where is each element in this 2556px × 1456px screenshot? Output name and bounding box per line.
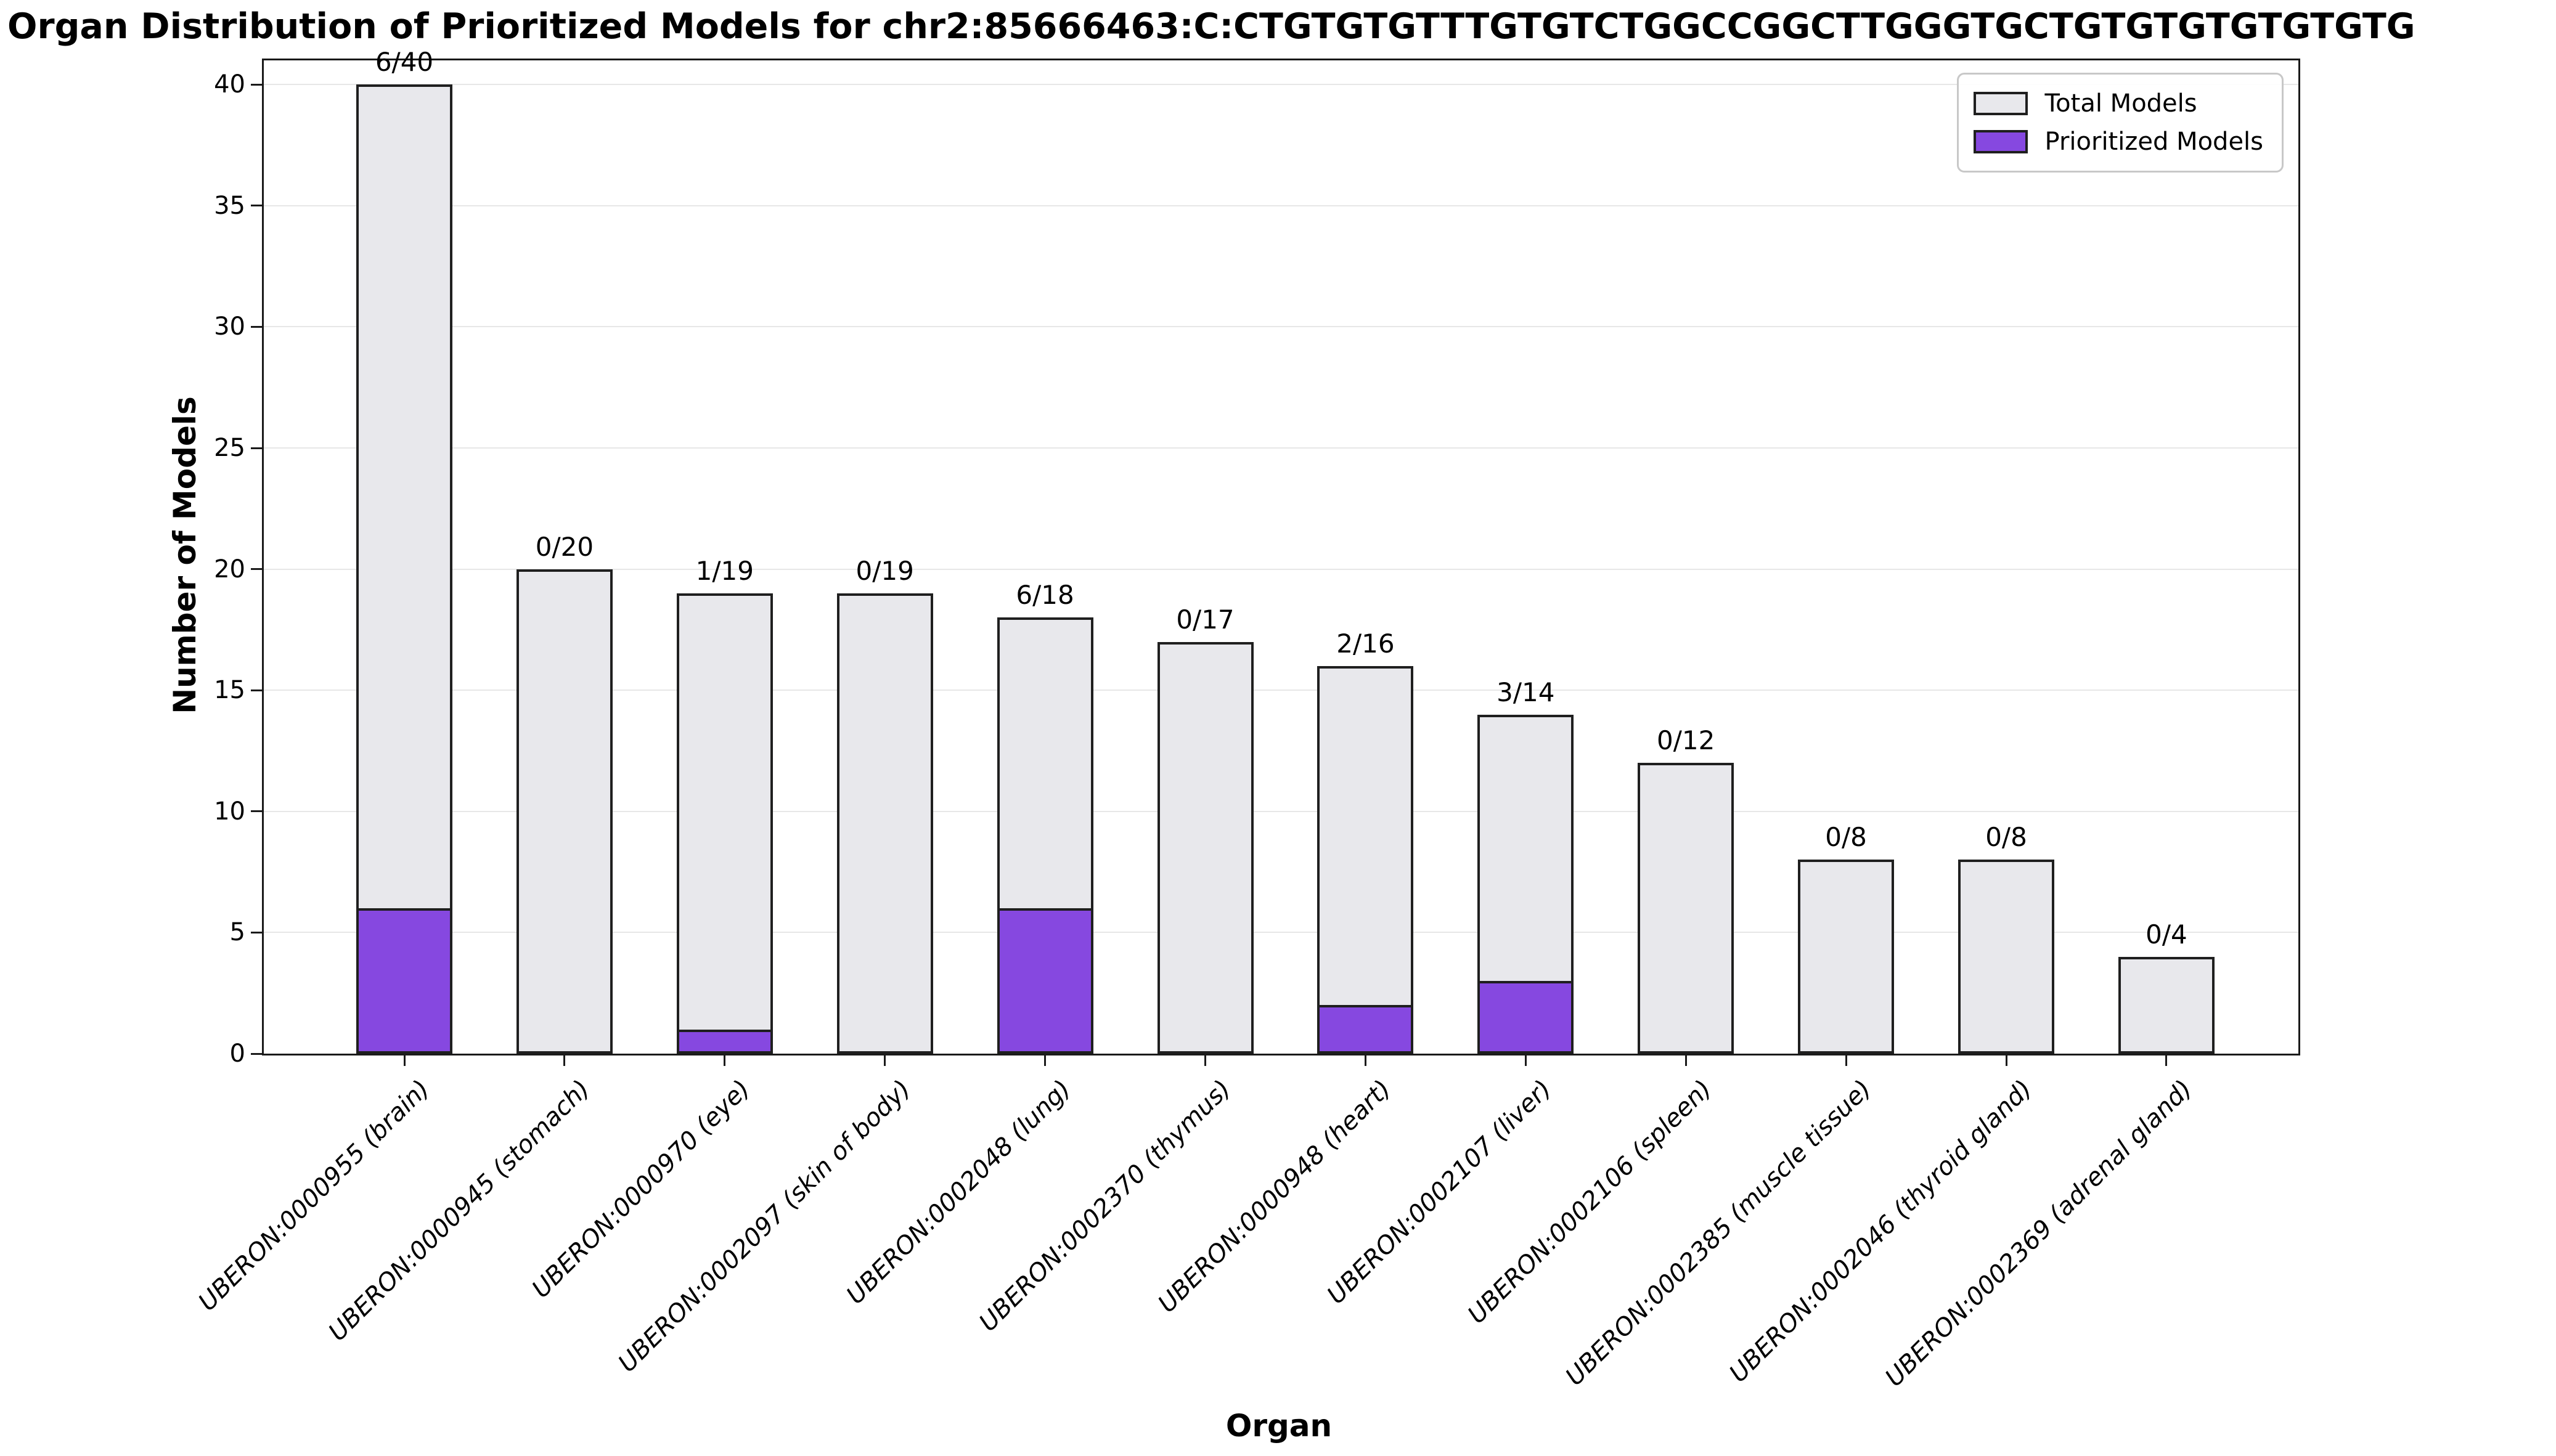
y-tick-label-40: 40 <box>214 70 245 99</box>
bar-total-11 <box>1958 860 2054 1054</box>
x-tick-mark-4 <box>884 1055 886 1066</box>
bar-value-label-1: 6/40 <box>375 47 434 78</box>
x-axis-title: Organ <box>1225 1408 1333 1444</box>
bar-total-10 <box>1798 860 1895 1054</box>
x-tick-mark-7 <box>1364 1055 1366 1066</box>
gridline-y-15 <box>264 689 2298 691</box>
bar-total-12 <box>2118 956 2215 1054</box>
bar-value-label-9: 0/12 <box>1657 725 1715 756</box>
x-tick-label-10: UBERON:0002385 (muscle tissue) <box>1560 1075 1877 1391</box>
x-tick-label-12: UBERON:0002369 (adrenal gland) <box>1879 1075 2198 1393</box>
y-tick-label-30: 30 <box>214 312 245 341</box>
y-tick-label-0: 0 <box>229 1039 245 1068</box>
legend-label-total-models: Total Models <box>2044 89 2197 118</box>
bar-value-label-2: 0/20 <box>535 531 594 562</box>
y-tick-mark-20 <box>251 568 262 571</box>
legend-label-prioritized-models: Prioritized Models <box>2044 128 2263 156</box>
bar-total-2 <box>516 569 613 1054</box>
y-tick-label-25: 25 <box>214 434 245 463</box>
y-tick-mark-30 <box>251 325 262 328</box>
x-tick-mark-6 <box>1204 1055 1206 1066</box>
bar-value-label-7: 2/16 <box>1336 628 1395 659</box>
gridline-y-10 <box>264 810 2298 812</box>
y-tick-mark-40 <box>251 83 262 86</box>
gridline-y-30 <box>264 326 2298 328</box>
bar-total-7 <box>1317 665 1414 1054</box>
x-tick-mark-9 <box>1684 1055 1687 1066</box>
y-axis-title: Number of Models <box>167 396 203 714</box>
bar-total-6 <box>1157 641 1254 1054</box>
chart-title: Organ Distribution of Prioritized Models… <box>7 6 2415 47</box>
y-tick-label-15: 15 <box>214 676 245 705</box>
y-tick-label-20: 20 <box>214 555 245 584</box>
x-tick-mark-12 <box>2165 1055 2168 1066</box>
bar-value-label-12: 0/4 <box>2146 919 2187 950</box>
bar-prioritized-8 <box>1477 981 1574 1054</box>
y-tick-mark-15 <box>251 689 262 691</box>
plot-area: 6/40 0/20 1/19 0/19 6/18 0/17 2/16 3/14 0/12 0/8 0… <box>194 47 2300 1393</box>
bar-total-3 <box>676 593 773 1054</box>
x-tick-label-4: UBERON:0002097 (skin of body) <box>612 1075 917 1378</box>
bar-prioritized-5 <box>997 908 1093 1054</box>
y-tick-mark-5 <box>251 931 262 933</box>
x-tick-label-6: UBERON:0002370 (thymus) <box>973 1075 1237 1338</box>
bar-value-label-6: 0/17 <box>1176 604 1235 635</box>
bar-total-4 <box>836 593 933 1054</box>
bar-prioritized-3 <box>676 1029 773 1054</box>
legend-swatch-total-models <box>1973 92 2028 115</box>
bar-total-9 <box>1638 763 1734 1054</box>
legend-item-prioritized-models: Prioritized Models <box>1973 123 2263 161</box>
bar-value-label-11: 0/8 <box>1985 822 2027 853</box>
y-tick-mark-35 <box>251 205 262 207</box>
gridline-y-5 <box>264 932 2298 933</box>
x-tick-mark-5 <box>1044 1055 1047 1066</box>
gridline-y-35 <box>264 205 2298 206</box>
bar-value-label-8: 3/14 <box>1496 677 1555 707</box>
x-tick-label-11: UBERON:0002046 (thyroid gland) <box>1723 1075 2038 1388</box>
gridline-y-25 <box>264 447 2298 449</box>
y-tick-label-5: 5 <box>229 918 245 947</box>
bar-prioritized-1 <box>356 908 452 1054</box>
y-tick-label-10: 10 <box>214 797 245 826</box>
legend: Total Models Prioritized Models <box>1956 73 2284 173</box>
y-tick-mark-0 <box>251 1052 262 1055</box>
y-tick-mark-25 <box>251 447 262 449</box>
y-tick-label-35: 35 <box>214 191 245 220</box>
x-tick-label-2: UBERON:0000945 (stomach) <box>323 1075 596 1347</box>
bar-value-label-10: 0/8 <box>1825 822 1867 853</box>
x-tick-mark-8 <box>1524 1055 1527 1066</box>
bar-value-label-5: 6/18 <box>1016 580 1074 611</box>
x-tick-mark-10 <box>1845 1055 1847 1066</box>
x-tick-mark-1 <box>403 1055 406 1066</box>
x-tick-mark-3 <box>724 1055 726 1066</box>
gridline-y-20 <box>264 568 2298 570</box>
gridline-y-40 <box>264 84 2298 86</box>
y-tick-mark-10 <box>251 810 262 813</box>
bar-value-label-4: 0/19 <box>855 555 914 586</box>
x-tick-mark-11 <box>2005 1055 2007 1066</box>
bar-total-1 <box>356 84 452 1054</box>
x-tick-mark-2 <box>563 1055 566 1066</box>
legend-item-total-models: Total Models <box>1973 84 2263 123</box>
legend-swatch-prioritized-models <box>1973 130 2028 153</box>
bar-value-label-3: 1/19 <box>695 555 754 586</box>
bar-prioritized-7 <box>1317 1005 1414 1054</box>
